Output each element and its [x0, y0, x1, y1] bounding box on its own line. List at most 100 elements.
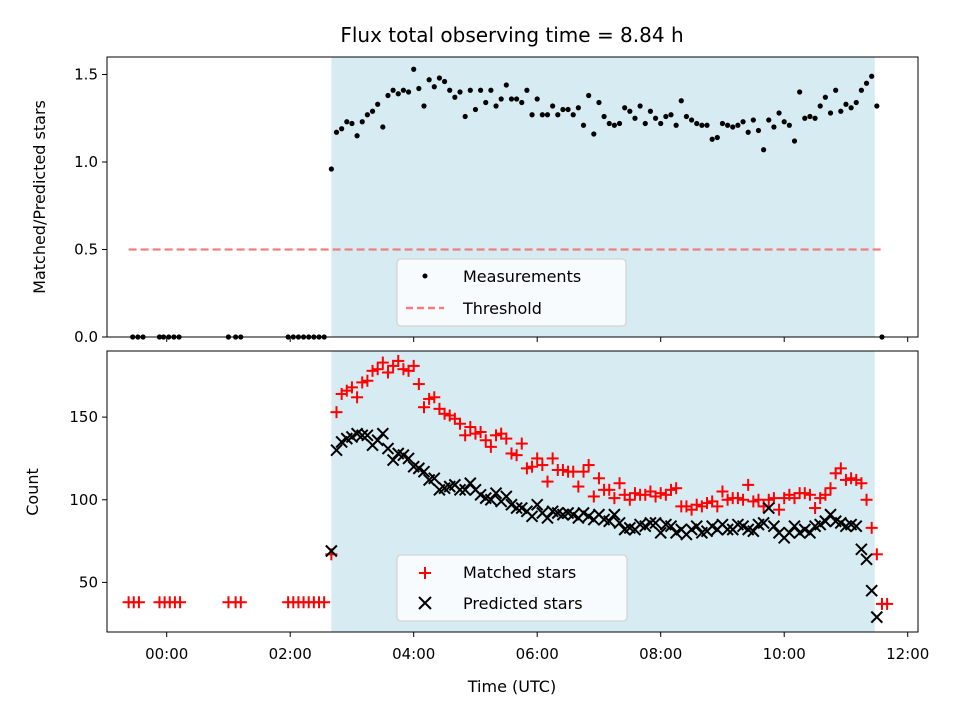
predicted-star-point	[453, 483, 467, 497]
matched-star-point	[809, 502, 822, 515]
measurement-point	[611, 122, 617, 128]
matched-star-point	[397, 363, 410, 376]
measurement-point	[483, 99, 489, 106]
predicted-star-point	[464, 477, 477, 490]
predicted-star-point	[644, 516, 657, 530]
measurement-point	[761, 147, 767, 153]
panel-counts: 50 100 150 00:00 02:00 04:00 06:00 08:00 10:00 1…	[23, 350, 929, 696]
predicted-star-point	[664, 520, 678, 533]
measurement-point	[333, 129, 340, 135]
matched-star-point	[526, 460, 539, 473]
measurement-point	[627, 108, 633, 114]
y-tick-label: 150	[69, 408, 98, 426]
y-axis-ticks: 50 100 150	[69, 408, 107, 591]
measurement-point	[349, 120, 355, 127]
measurement-point	[776, 110, 782, 116]
measurement-point	[457, 89, 463, 95]
measurement-point	[344, 119, 350, 125]
legend: Matched stars Predicted stars	[396, 554, 628, 622]
matched-star-point	[500, 432, 513, 445]
measurement-point	[766, 117, 772, 123]
measurement-point	[550, 103, 556, 109]
matched-star-point	[174, 596, 187, 609]
measurement-point	[817, 103, 823, 109]
matched-star-point	[767, 492, 780, 505]
predicted-star-point	[865, 584, 878, 597]
predicted-star-point	[747, 524, 760, 538]
measurement-point	[395, 91, 401, 97]
y-axis-ticks: 0.0 0.5 1.0 1.5	[74, 66, 107, 346]
measurement-point	[596, 99, 602, 106]
predicted-star-point	[649, 516, 662, 530]
predicted-star-point	[381, 442, 395, 455]
measurement-point	[534, 96, 540, 102]
predicted-star-point	[428, 472, 441, 485]
measurement-point	[560, 106, 566, 113]
measurement-point	[411, 66, 417, 72]
matched-star-point	[731, 492, 744, 505]
matched-star-point	[412, 378, 425, 391]
predicted-star-point	[762, 501, 775, 515]
measurement-point	[380, 124, 386, 130]
predicted-star-point	[608, 508, 621, 521]
measurement-point	[838, 108, 844, 114]
measurement-point	[544, 112, 551, 118]
measurement-point	[524, 87, 530, 93]
matched-star-point	[623, 493, 636, 506]
measurement-point	[498, 96, 504, 102]
measurement-point	[586, 92, 592, 99]
predicted-star-point	[500, 490, 513, 503]
predicted-star-point	[824, 508, 837, 521]
measurement-point	[673, 122, 679, 128]
x-tick-label: 00:00	[145, 645, 188, 663]
measurement-point	[678, 98, 684, 104]
predicted-star-point	[386, 453, 400, 467]
measurement-point	[781, 119, 787, 125]
measurement-point	[719, 120, 726, 127]
matched-star-point	[234, 596, 247, 609]
measurement-point	[529, 112, 535, 118]
legend-label-matched: Matched stars	[463, 563, 576, 582]
measurement-point	[519, 99, 525, 106]
y-tick-label: 0.0	[74, 328, 98, 346]
x-axis-ticks: 00:00 02:00 04:00 06:00 08:00 10:00 12:00	[145, 632, 929, 663]
measurement-point	[688, 117, 695, 123]
matched-star-point	[479, 434, 492, 447]
matched-star-point	[824, 482, 837, 495]
matched-star-point	[613, 477, 626, 490]
y-tick-label: 1.0	[74, 153, 98, 171]
predicted-star-point	[417, 465, 431, 478]
matched-star-point	[572, 480, 585, 493]
matched-star-point	[608, 492, 621, 505]
measurement-point	[369, 108, 376, 114]
matched-star-point	[592, 472, 605, 485]
measurement-point	[493, 103, 499, 109]
matched-star-point	[510, 449, 523, 462]
x-axis-ticks	[166, 337, 909, 342]
measurement-point	[663, 113, 669, 120]
matched-star-point	[381, 366, 394, 379]
matched-star-point	[505, 447, 518, 460]
measurement-point	[755, 127, 762, 134]
matched-star-point	[587, 490, 600, 503]
matched-star-point	[366, 364, 379, 377]
measurement-point	[555, 112, 561, 118]
x-tick-label: 02:00	[269, 645, 312, 663]
predicted-star-point	[819, 515, 832, 528]
plot-area-frame	[106, 350, 919, 633]
matched-star-point	[881, 597, 894, 610]
predicted-star-point	[541, 511, 554, 525]
measurement-point	[709, 136, 715, 142]
matched-star-point	[546, 452, 559, 465]
legend-label-predicted: Predicted stars	[463, 594, 583, 613]
measurement-point	[405, 89, 412, 95]
measurement-point	[431, 84, 437, 90]
predicted-star-point	[860, 553, 873, 566]
matched-star-point	[654, 487, 667, 500]
matched-star-point	[819, 488, 832, 501]
x-tick-label: 06:00	[516, 645, 559, 663]
measurement-point	[647, 108, 654, 114]
measurement-point	[591, 131, 597, 137]
legend-marker-predicted	[418, 596, 432, 610]
matched-star-point	[701, 497, 714, 510]
